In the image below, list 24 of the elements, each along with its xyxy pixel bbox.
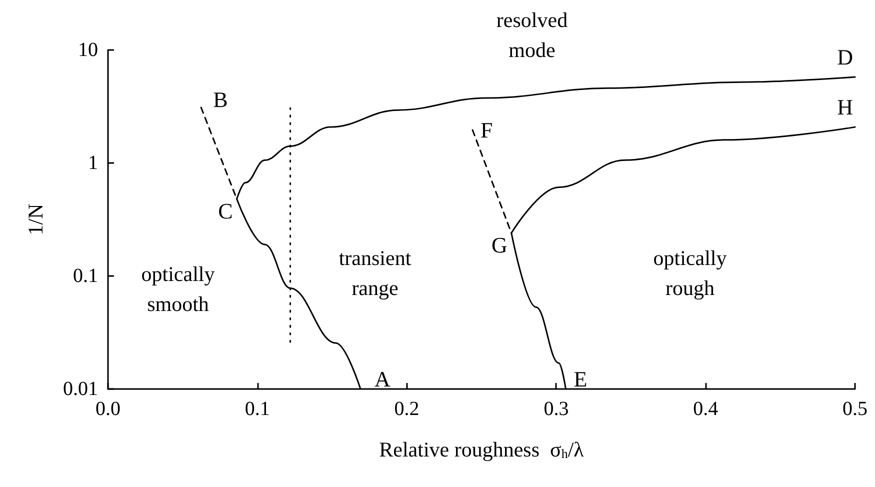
annotation: F: [480, 117, 493, 142]
x-tick-label: 0.4: [693, 398, 718, 420]
annotation: H: [837, 94, 854, 120]
x-tick-label: 0.0: [96, 398, 120, 420]
annotation: E: [574, 366, 588, 392]
y-tick-label: 10: [78, 39, 98, 61]
x-tick-label: 0.1: [244, 398, 270, 420]
annotation: optically rough: [653, 246, 728, 300]
x-tick-label: 0.2: [394, 398, 420, 420]
annotation: A: [374, 366, 390, 392]
annotation: C: [218, 198, 233, 224]
annotation: resolved mode: [496, 8, 568, 62]
x-axis-title: Relative roughness σh/λ: [379, 438, 585, 462]
x-tick-label: 0.3: [544, 398, 569, 420]
x-tick-label: 0.5: [842, 398, 868, 420]
y-tick-label: 0.01: [63, 378, 98, 400]
y-tick-label: 0.1: [73, 265, 98, 287]
annotation: B: [213, 86, 228, 112]
y-axis-title: 1/N: [24, 204, 48, 236]
annotation: optically smooth: [141, 262, 216, 316]
y-tick-label: 1: [88, 152, 98, 174]
annotation: transient range: [338, 246, 412, 300]
annotation: D: [837, 44, 853, 70]
annotation: G: [491, 232, 508, 258]
